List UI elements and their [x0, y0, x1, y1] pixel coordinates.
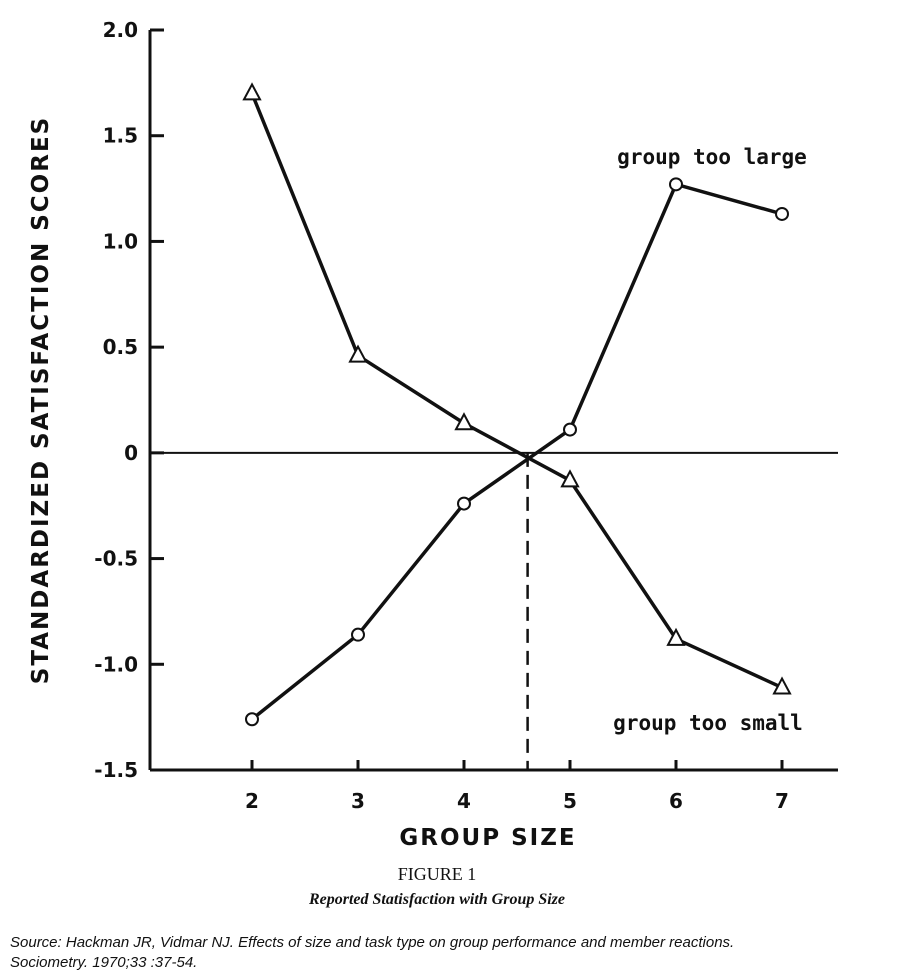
series-line-group-too-small: [250, 92, 783, 690]
x-tick-label: 3: [351, 789, 365, 813]
source-line-2: Sociometry. 1970;33 :37-54.: [10, 954, 197, 971]
figure-subtitle: Reported Statisfaction with Group Size: [308, 891, 565, 908]
annotation-group-too-small: group too small: [613, 711, 803, 735]
y-tick-label: -0.5: [94, 547, 138, 571]
y-tick-label: 1.0: [103, 229, 138, 253]
circle-point-group-too-large: [563, 422, 577, 437]
y-tick-label: 0: [124, 441, 138, 465]
y-tick-label: 0.5: [103, 335, 138, 359]
source-line-1: Source: Hackman JR, Vidmar NJ. Effects o…: [10, 934, 734, 951]
circle-point-group-too-large: [245, 712, 259, 727]
triangle-point-group-too-small: [242, 82, 262, 101]
y-axis-label: STANDARDIZED SATISFACTION SCORES: [28, 116, 54, 684]
y-tick-label: 2.0: [103, 18, 138, 42]
annotation-group-too-large: group too large: [617, 145, 807, 169]
y-tick-label: 1.5: [103, 124, 138, 148]
triangle-point-group-too-small: [772, 676, 792, 695]
y-tick-label: -1.5: [94, 758, 138, 782]
series-line-group-too-large: [250, 182, 783, 721]
circle-point-group-too-large: [669, 177, 683, 192]
circle-point-group-too-large: [457, 496, 471, 511]
y-tick-label: -1.0: [94, 652, 138, 676]
triangle-point-group-too-small: [454, 412, 474, 431]
axes: 2.0 1.5 1.0 0.5 0 -0.5 -1.0 -1.5 2 3 4 5 6 7: [94, 18, 838, 813]
triangle-point-group-too-small: [348, 344, 368, 363]
x-tick-label: 5: [563, 789, 577, 813]
x-axis-label: GROUP SIZE: [399, 825, 576, 851]
triangle-point-group-too-small: [560, 469, 580, 488]
x-tick-label: 7: [775, 789, 789, 813]
circle-point-group-too-large: [351, 627, 365, 642]
marks: [242, 82, 792, 727]
x-tick-label: 4: [457, 789, 471, 813]
figure-number: FIGURE 1: [398, 864, 477, 884]
x-tick-label: 6: [669, 789, 683, 813]
x-tick-label: 2: [245, 789, 259, 813]
triangle-point-group-too-small: [666, 627, 686, 646]
circle-point-group-too-large: [775, 206, 789, 221]
